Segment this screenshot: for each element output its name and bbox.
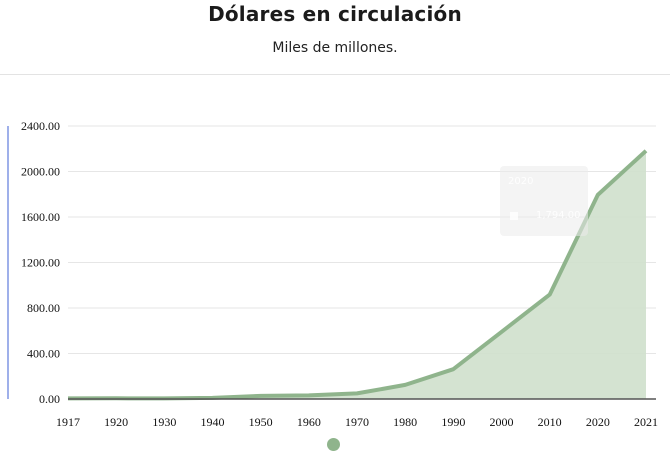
x-tick-label: 2021 <box>634 415 658 429</box>
y-tick-label: 800.00 <box>27 301 60 315</box>
tooltip-swatch <box>510 212 518 220</box>
x-tick-label: 2010 <box>538 415 562 429</box>
series-area <box>68 150 646 399</box>
chart-title: Dólares en circulación <box>208 2 462 26</box>
x-tick-label: 1920 <box>104 415 128 429</box>
y-tick-label: 2400.00 <box>21 119 60 133</box>
x-tick-label: 2020 <box>586 415 610 429</box>
x-tick-label: 1980 <box>393 415 417 429</box>
header-divider <box>0 74 670 75</box>
y-tick-label: 2000.00 <box>21 165 60 179</box>
y-tick-label: 1600.00 <box>21 210 60 224</box>
tooltip-value: 1,794.00 <box>536 210 581 221</box>
legend-series-marker[interactable] <box>327 438 340 451</box>
tooltip: 2020 1,794.00 <box>500 166 588 236</box>
x-tick-label: 1950 <box>249 415 273 429</box>
chart-subtitle: Miles de millones. <box>272 40 398 56</box>
x-tick-label: 1930 <box>152 415 176 429</box>
x-tick-label: 1970 <box>345 415 369 429</box>
tooltip-year: 2020 <box>508 176 534 187</box>
x-tick-label: 2000 <box>490 415 514 429</box>
x-tick-label: 1960 <box>297 415 321 429</box>
x-tick-label: 1940 <box>201 415 225 429</box>
y-tick-label: 0.00 <box>39 392 60 406</box>
y-tick-label: 1200.00 <box>21 256 60 270</box>
x-tick-label: 1990 <box>441 415 465 429</box>
x-tick-label: 1917 <box>56 415 80 429</box>
y-tick-label: 400.00 <box>27 347 60 361</box>
